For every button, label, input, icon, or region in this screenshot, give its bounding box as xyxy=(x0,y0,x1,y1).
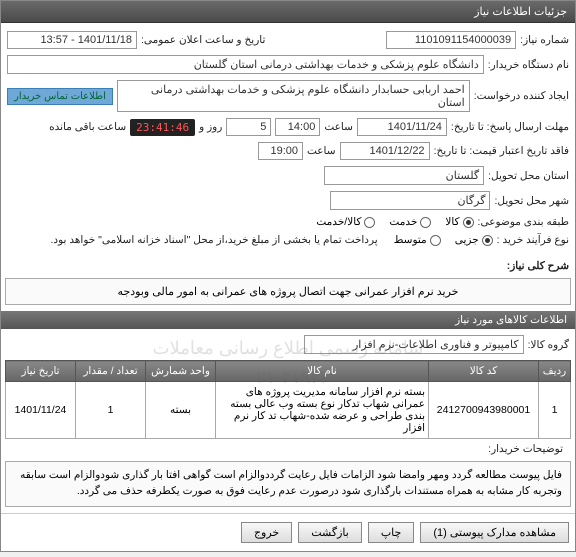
process-radios: جزیی متوسط xyxy=(394,234,493,246)
category-label: طبقه بندی موضوعی: xyxy=(478,216,569,228)
deadline-days: 5 xyxy=(226,118,271,136)
creator-value: احمد اربابی حسابدار دانشگاه علوم پزشکی و… xyxy=(117,80,470,112)
radio-dot-icon xyxy=(430,235,441,246)
details-panel: جزئیات اطلاعات نیاز شماره نیاز: 11010911… xyxy=(0,0,576,552)
print-button[interactable]: چاپ xyxy=(368,522,415,543)
footer-buttons: مشاهده مدارک پیوستی (1) چاپ بازگشت خروج xyxy=(1,513,575,551)
attachments-button[interactable]: مشاهده مدارک پیوستی (1) xyxy=(420,522,569,543)
buyer-value: دانشگاه علوم پزشکی و خدمات بهداشتی درمان… xyxy=(7,55,484,74)
panel-header: جزئیات اطلاعات نیاز xyxy=(1,1,575,23)
col-code: کد کالا xyxy=(429,361,539,382)
radio-dot-icon xyxy=(463,217,474,228)
validity-time-label: ساعت xyxy=(307,145,336,157)
form-area: شماره نیاز: 1101091154000039 تاریخ و ساع… xyxy=(1,23,575,260)
validity-time: 19:00 xyxy=(258,142,303,160)
announce-label: تاریخ و ساعت اعلان عمومی: xyxy=(141,34,265,46)
back-button[interactable]: بازگشت xyxy=(298,522,362,543)
deadline-remain-label: ساعت باقی مانده xyxy=(49,121,126,133)
cell-qty: 1 xyxy=(76,382,146,439)
group-value: کامپیوتر و فناوری اطلاعات-نرم افزار xyxy=(304,335,524,354)
col-idx: ردیف xyxy=(539,361,571,382)
notes-label: توضیحات خریدار: xyxy=(482,443,569,455)
cell-idx: 1 xyxy=(539,382,571,439)
need-number-value: 1101091154000039 xyxy=(386,31,516,49)
panel-title: جزئیات اطلاعات نیاز xyxy=(474,6,567,18)
cell-date: 1401/11/24 xyxy=(6,382,76,439)
city-value: گرگان xyxy=(330,191,490,210)
goods-header: اطلاعات کالاهای مورد نیاز xyxy=(1,311,575,329)
province-label: استان محل تحویل: xyxy=(488,170,569,182)
group-label: گروه کالا: xyxy=(528,339,569,351)
exit-button[interactable]: خروج xyxy=(241,522,292,543)
radio-khedmat[interactable]: خدمت xyxy=(389,216,431,228)
deadline-day-label: روز و xyxy=(199,121,222,133)
deadline-time: 14:00 xyxy=(275,118,320,136)
need-number-label: شماره نیاز: xyxy=(520,34,569,46)
cell-name: بسته نرم افزار سامانه مدیریت پروژه های ع… xyxy=(216,382,429,439)
radio-kala[interactable]: کالا xyxy=(445,216,473,228)
radio-dot-icon xyxy=(482,235,493,246)
notes-box: فایل پیوست مطالعه گردد ومهر وامضا شود ال… xyxy=(5,461,571,507)
col-date: تاریخ نیاز xyxy=(6,361,76,382)
radio-both[interactable]: کالا/خدمت xyxy=(316,216,375,228)
process-label: نوع فرآیند خرید : xyxy=(497,234,569,246)
radio-dot-icon xyxy=(364,217,375,228)
radio-dot-icon xyxy=(420,217,431,228)
countdown-clock: 23:41:46 xyxy=(130,119,195,136)
deadline-time-label: ساعت xyxy=(324,121,353,133)
radio-motavasset[interactable]: متوسط xyxy=(394,234,441,246)
creator-label: ایجاد کننده درخواست: xyxy=(474,90,569,102)
buyer-label: نام دستگاه خریدار: xyxy=(488,59,569,71)
city-label: شهر محل تحویل: xyxy=(494,195,569,207)
validity-label: فاقد تاریخ اعتبار قیمت: تا تاریخ: xyxy=(434,145,569,157)
desc-box: خرید نرم افزار عمرانی جهت اتصال پروژه ها… xyxy=(5,278,571,305)
cell-code: 2412700943980001 xyxy=(429,382,539,439)
table-header-row: ردیف کد کالا نام کالا واحد شمارش تعداد /… xyxy=(6,361,571,382)
process-note: پرداخت تمام یا بخشی از مبلغ خرید،از محل … xyxy=(51,234,378,246)
category-radios: کالا خدمت کالا/خدمت xyxy=(316,216,473,228)
province-value: گلستان xyxy=(324,166,484,185)
deadline-date: 1401/11/24 xyxy=(357,118,447,136)
table-row: 1 2412700943980001 بسته نرم افزار سامانه… xyxy=(6,382,571,439)
cell-unit: بسته xyxy=(146,382,216,439)
desc-label: شرح کلی نیاز: xyxy=(507,260,569,272)
radio-jozi[interactable]: جزیی xyxy=(455,234,493,246)
announce-value: 1401/11/18 - 13:57 xyxy=(7,31,137,49)
col-qty: تعداد / مقدار xyxy=(76,361,146,382)
contact-button[interactable]: اطلاعات تماس خریدار xyxy=(7,88,113,105)
col-unit: واحد شمارش xyxy=(146,361,216,382)
validity-date: 1401/12/22 xyxy=(340,142,430,160)
goods-table: ردیف کد کالا نام کالا واحد شمارش تعداد /… xyxy=(5,360,571,439)
col-name: نام کالا xyxy=(216,361,429,382)
deadline-label: مهلت ارسال پاسخ: تا تاریخ: xyxy=(451,121,569,133)
